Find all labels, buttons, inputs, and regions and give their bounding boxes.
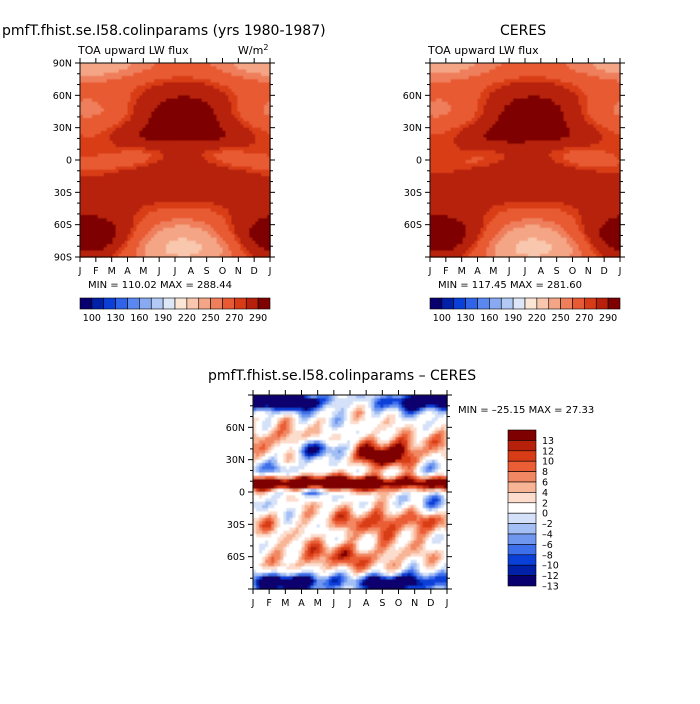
model-colorbar-swatch — [258, 298, 270, 309]
obs-subtitle: TOA upward LW flux — [427, 44, 539, 57]
model-colorbar-swatch — [104, 298, 116, 309]
model-ytick-label: 90S — [54, 253, 72, 264]
model-colorbar-swatch — [234, 298, 246, 309]
model-xtick-label: F — [93, 266, 98, 277]
model-xtick-label: J — [78, 266, 82, 277]
model-colorbar-swatch — [223, 298, 235, 309]
model-units: W/m2 — [238, 43, 268, 57]
model-colorbar-label: 220 — [178, 313, 196, 324]
model-ytick-label: 30N — [53, 123, 72, 134]
model-colorbar-swatch — [92, 298, 104, 309]
model-xtick-label: M — [108, 266, 116, 277]
model-ytick-label: 30S — [54, 188, 72, 199]
model-colorbar-swatch — [116, 298, 128, 309]
model-colorbar-swatch — [139, 298, 151, 309]
model-colorbar-label: 100 — [83, 313, 101, 324]
model-colorbar-swatch — [246, 298, 258, 309]
model-colorbar-label: 270 — [225, 313, 243, 324]
model-colorbar-swatch — [80, 298, 92, 309]
model-colorbar-swatch — [128, 298, 140, 309]
model-colorbar-label: 160 — [130, 313, 148, 324]
model-colorbar-swatch — [151, 298, 163, 309]
model-xtick-label: A — [188, 266, 195, 277]
model-colorbar-swatch — [163, 298, 175, 309]
model-xtick-label: J — [173, 266, 177, 277]
model-xtick-label: J — [268, 266, 272, 277]
panel-model: pmfT.fhist.se.I58.colinparams (yrs 1980-… — [2, 23, 326, 324]
obs-heatmap — [430, 63, 621, 258]
model-ytick-label: 90N — [53, 59, 72, 70]
model-xtick-label: O — [219, 266, 226, 277]
model-colorbar-label: 190 — [154, 313, 172, 324]
model-stats: MIN = 110.02 MAX = 288.44 — [88, 280, 232, 291]
model-ytick-label: 60N — [53, 91, 72, 102]
obs-title: CERES — [500, 23, 546, 39]
model-colorbar-label: 290 — [249, 313, 267, 324]
model-xtick-label: M — [139, 266, 147, 277]
model-xtick-label: N — [235, 266, 242, 277]
model-colorbar: 100 130 160 190 220 250 270 290 — [80, 298, 270, 324]
model-colorbar-swatch — [199, 298, 211, 309]
model-ytick-label: 0 — [66, 156, 72, 167]
model-colorbar-label: 130 — [107, 313, 125, 324]
model-xtick-label: S — [204, 266, 210, 277]
model-xtick-label: D — [251, 266, 258, 277]
model-subtitle: TOA upward LW flux — [77, 44, 189, 57]
model-xtick-label: A — [124, 266, 131, 277]
model-colorbar-swatch — [175, 298, 187, 309]
model-colorbar-label: 250 — [202, 313, 220, 324]
model-colorbar-swatch — [211, 298, 223, 309]
model-colorbar-swatch — [187, 298, 199, 309]
model-ytick-label: 60S — [54, 220, 72, 231]
model-xtick-label: J — [157, 266, 161, 277]
model-heatmap — [80, 63, 271, 258]
model-title: pmfT.fhist.se.I58.colinparams (yrs 1980-… — [2, 23, 326, 39]
